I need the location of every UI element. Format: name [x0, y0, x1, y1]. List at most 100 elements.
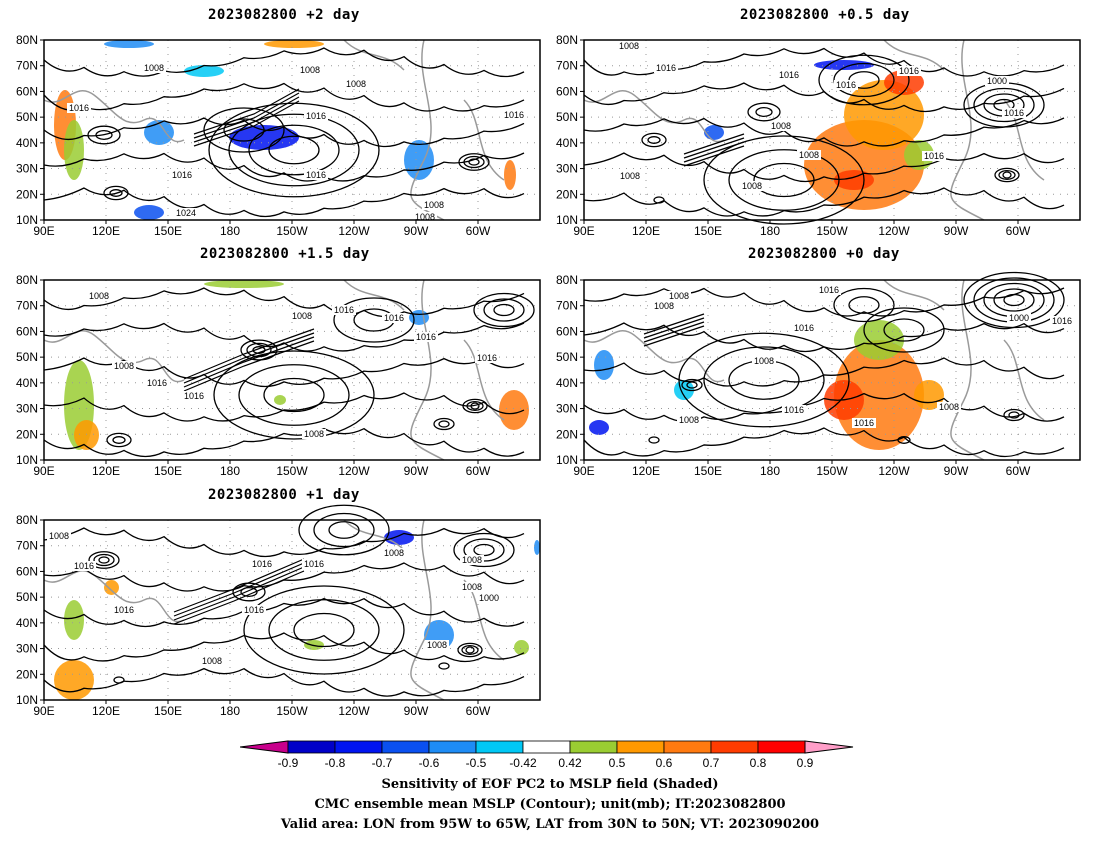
lat-tick-label: 40N: [556, 376, 578, 390]
contour-label: 1016: [252, 559, 272, 569]
jet-contour: [173, 558, 305, 613]
pressure-center-contour: [963, 271, 1065, 329]
contour-label-bg: [792, 323, 816, 333]
contour-label: 1016: [334, 305, 354, 315]
pressure-center-contour: [109, 189, 123, 197]
contour-label: 1016: [1004, 108, 1024, 118]
pressure-center-contour: [240, 586, 258, 598]
contour-label: 1016: [306, 170, 326, 180]
isobar-contour: [43, 632, 525, 663]
lat-tick-label: 80N: [16, 33, 38, 47]
isobar-contour: [583, 427, 1065, 458]
contour-label: 1008: [462, 582, 482, 592]
contour-label: 1000: [987, 76, 1007, 86]
sensitivity-shade: [704, 125, 724, 140]
map-panel-day-0: 1008 1008 1016 1008 1016 1000 1016 1016 1008 1008…: [556, 271, 1081, 478]
jet-contour: [193, 92, 300, 139]
pressure-center-contour: [208, 102, 380, 198]
contour-label: 1008: [89, 291, 109, 301]
isobar-contour: [43, 392, 525, 422]
lon-tick-label: 150E: [154, 464, 182, 478]
pressure-center-contour: [113, 676, 125, 684]
lon-tick-label: 150W: [276, 464, 308, 478]
sensitivity-shade: [844, 80, 924, 150]
contour-label: 1008: [415, 212, 435, 222]
lat-tick-label: 50N: [16, 350, 38, 364]
contour-label-bg: [200, 656, 224, 666]
contour-label-bg: [477, 593, 501, 603]
sensitivity-shade: [854, 320, 904, 360]
pressure-center-contour: [298, 504, 390, 556]
colorbar-label: -0.5: [466, 756, 487, 770]
colorbar-swatch: [616, 740, 665, 754]
pressure-center-contour: [88, 551, 120, 569]
jet-contour: [183, 328, 315, 380]
lat-tick-label: 60N: [16, 564, 38, 578]
lat-tick-label: 70N: [16, 299, 38, 313]
lon-tick-label: 150W: [816, 464, 848, 478]
colorbar-label: 0.5: [609, 756, 626, 770]
pressure-center-contour: [848, 296, 880, 314]
lon-tick-label: 150W: [276, 704, 308, 718]
contour-label-bg: [617, 41, 641, 51]
lon-tick-label: 180: [220, 464, 240, 478]
pressure-center-contour: [681, 378, 703, 392]
lon-tick-label: 150E: [694, 464, 722, 478]
contour-label-bg: [654, 63, 678, 73]
jet-contour: [183, 336, 315, 388]
lon-tick-label: 180: [220, 704, 240, 718]
sensitivity-shade: [514, 640, 529, 655]
contour-label: 1016: [384, 313, 404, 323]
contour-label-bg: [145, 378, 169, 388]
jet-contour: [683, 141, 745, 163]
lat-tick-label: 10N: [556, 453, 578, 467]
contour-label-bg: [769, 121, 793, 131]
contour-label-bg: [332, 305, 356, 315]
contour-label-bg: [502, 110, 526, 120]
lon-tick-label: 180: [760, 464, 780, 478]
sensitivity-shade: [274, 395, 286, 405]
pressure-center-contour: [753, 162, 815, 198]
contour-label: 1008: [304, 429, 324, 439]
lon-tick-label: 150E: [154, 704, 182, 718]
isobar-contour: [583, 152, 1065, 183]
lat-tick-label: 40N: [16, 136, 38, 150]
contour-label: 1008: [49, 531, 69, 541]
contour-label-bg: [852, 418, 876, 428]
lon-tick-label: 120E: [92, 464, 120, 478]
lat-tick-label: 80N: [556, 273, 578, 287]
isobar-contour: [583, 117, 1065, 147]
contour-label: 1016: [69, 103, 89, 113]
lon-tick-label: 90W: [404, 464, 429, 478]
contour-label-bg: [740, 181, 764, 191]
lat-tick-label: 70N: [16, 539, 38, 553]
contour-label-bg: [422, 200, 446, 210]
contour-label-bg: [87, 291, 111, 301]
sensitivity-shade: [74, 420, 99, 450]
pressure-center-contour: [293, 612, 355, 648]
lat-tick-label: 40N: [16, 376, 38, 390]
jet-contour: [683, 133, 745, 155]
contour-label-bg: [250, 559, 274, 569]
colorbar-swatch: [710, 740, 759, 754]
pressure-center-contour: [1008, 411, 1020, 419]
contour-label-bg: [937, 402, 961, 412]
lat-tick-label: 40N: [16, 616, 38, 630]
contour-label-bg: [290, 311, 314, 321]
pressure-center-contour: [641, 132, 667, 148]
isobar-contour: [43, 357, 525, 388]
pressure-center-contour: [328, 521, 360, 539]
pressure-center-contour: [453, 532, 515, 568]
lat-tick-label: 70N: [16, 59, 38, 73]
lon-tick-label: 120E: [92, 224, 120, 238]
jet-contour: [173, 566, 305, 621]
isobar-contour: [43, 47, 525, 78]
contour-label: 1008: [619, 41, 639, 51]
pressure-center-contour: [1003, 408, 1025, 422]
isobar-contour: [43, 82, 525, 112]
contour-label: 1016: [184, 391, 204, 401]
lat-tick-label: 60N: [556, 84, 578, 98]
pressure-center-contour: [313, 512, 375, 548]
lon-tick-label: 90E: [33, 224, 54, 238]
pressure-center-contour: [678, 332, 850, 428]
